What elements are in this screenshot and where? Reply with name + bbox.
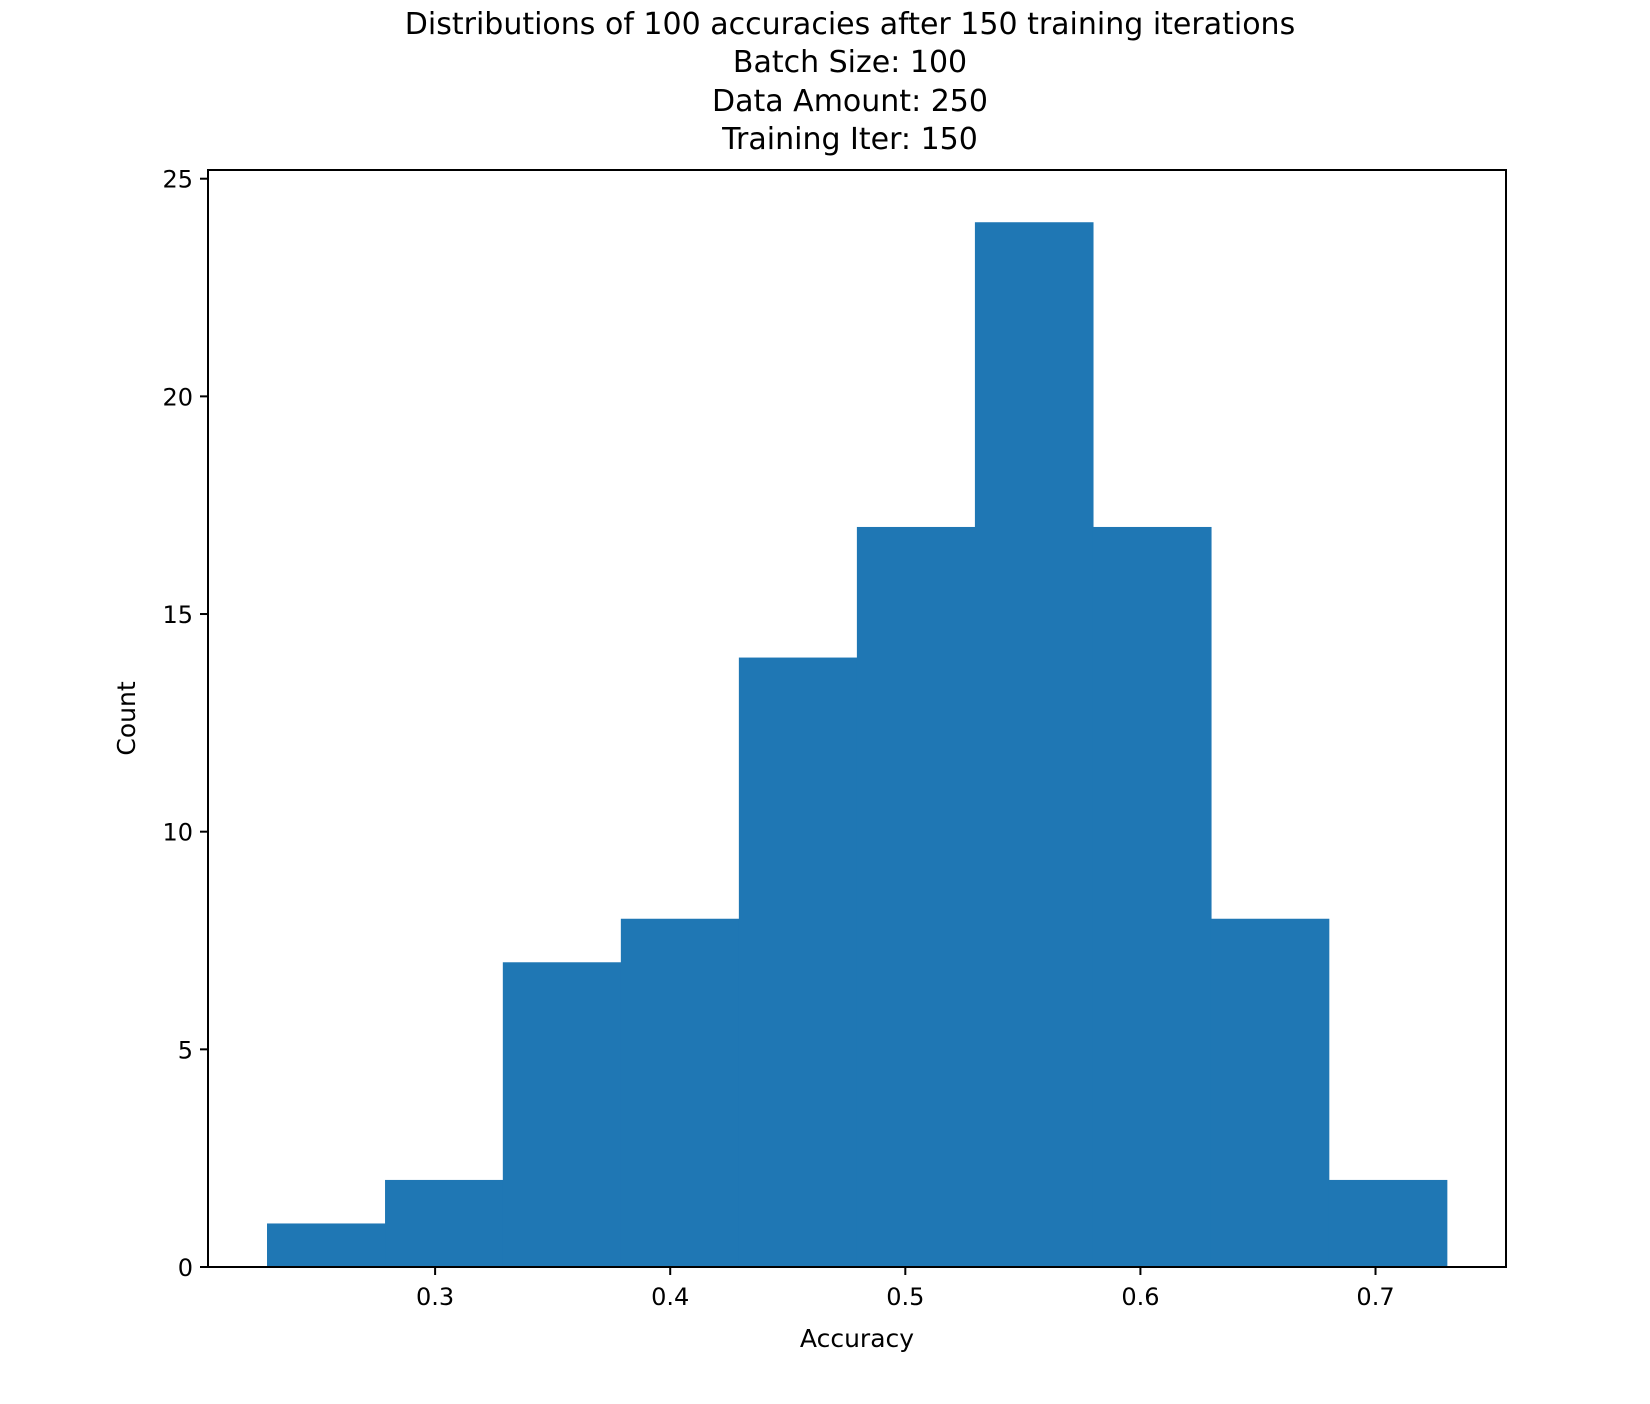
histogram-bar	[1210, 918, 1330, 1267]
histogram-bar	[1328, 1179, 1448, 1267]
histogram-bar	[620, 918, 740, 1267]
x-axis-label: Accuracy	[800, 1324, 914, 1353]
x-tick-label: 0.4	[651, 1283, 689, 1311]
x-tick-label: 0.6	[1121, 1283, 1159, 1311]
histogram-bar	[738, 657, 858, 1267]
y-tick-label: 15	[162, 601, 193, 629]
plot-frame	[207, 169, 1507, 1268]
histogram-bar	[385, 1179, 504, 1267]
x-axis-ticks: 0.3 0.4 0.5 0.6 0.7	[416, 1267, 1395, 1311]
histogram-bar	[974, 222, 1094, 1268]
chart-title: Distributions of 100 accuracies after 15…	[404, 7, 1296, 42]
y-tick-label: 5	[178, 1036, 193, 1064]
histogram-bar	[1092, 526, 1212, 1267]
x-tick-label: 0.7	[1356, 1283, 1394, 1311]
y-tick-label: 10	[162, 819, 193, 847]
chart-subtitle-batch-size: Batch Size: 100	[732, 45, 968, 80]
histogram-bar	[267, 1223, 386, 1267]
y-axis-ticks: 0 5 10 15 20 25	[162, 166, 208, 1282]
y-axis-label: Count	[112, 681, 141, 755]
chart-subtitle-data-amount: Data Amount: 250	[712, 84, 988, 119]
x-tick-label: 0.3	[416, 1283, 454, 1311]
chart-subtitle-training-iter: Training Iter: 150	[722, 122, 978, 157]
y-tick-label: 20	[162, 383, 193, 411]
bars-group	[267, 222, 1448, 1268]
y-tick-label: 0	[178, 1254, 193, 1282]
x-tick-label: 0.5	[886, 1283, 924, 1311]
histogram-bar	[856, 526, 976, 1267]
y-tick-label: 25	[162, 166, 193, 194]
histogram-bar	[502, 962, 622, 1267]
